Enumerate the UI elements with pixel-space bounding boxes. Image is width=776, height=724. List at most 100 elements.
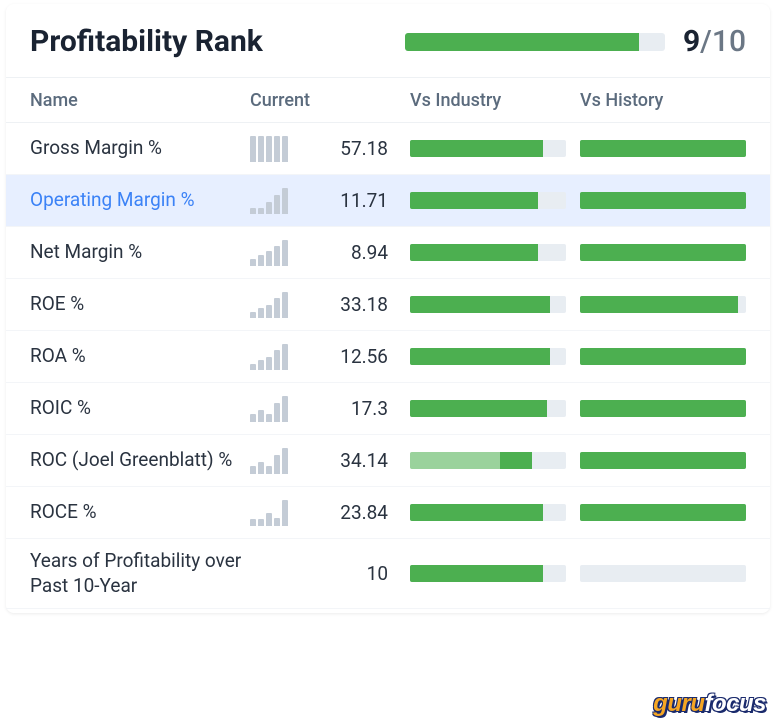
sparkline-icon — [250, 292, 294, 318]
profitability-card: Profitability Rank 9/10 Name Current Vs … — [6, 4, 770, 613]
rank-bar — [405, 33, 665, 51]
col-header-industry[interactable]: Vs Industry — [410, 90, 580, 111]
vs-history-cell — [580, 504, 746, 521]
current-cell: 33.18 — [250, 292, 410, 318]
current-value: 11.71 — [294, 189, 410, 212]
current-value: 17.3 — [294, 397, 410, 420]
vs-industry-bar — [410, 348, 566, 365]
vs-history-bar — [580, 140, 746, 157]
table-row[interactable]: ROE % 33.18 — [6, 279, 770, 331]
metric-name-cell[interactable]: Net Margin % — [30, 240, 250, 265]
metric-name: Net Margin % — [30, 240, 250, 265]
col-header-history[interactable]: Vs History — [580, 90, 746, 111]
current-value: 10 — [294, 562, 410, 585]
metric-name: Gross Margin % — [30, 136, 250, 161]
current-cell: 17.3 — [250, 396, 410, 422]
current-value: 12.56 — [294, 345, 410, 368]
vs-history-cell — [580, 400, 746, 417]
rank-score-max: /10 — [700, 24, 746, 59]
metric-name: ROIC % — [30, 396, 250, 421]
current-cell: 11.71 — [250, 188, 410, 214]
current-value: 34.14 — [294, 449, 410, 472]
vs-history-bar — [580, 192, 746, 209]
metric-name-cell[interactable]: ROCE % — [30, 500, 250, 525]
metric-name: ROC (Joel Greenblatt) % — [30, 448, 250, 473]
metric-name-cell[interactable]: ROA % — [30, 344, 250, 369]
vs-industry-cell — [410, 244, 580, 261]
current-value: 8.94 — [294, 241, 410, 264]
vs-industry-cell — [410, 348, 580, 365]
metric-name: ROA % — [30, 344, 250, 369]
vs-history-bar — [580, 296, 746, 313]
vs-history-bar — [580, 244, 746, 261]
vs-industry-bar — [410, 400, 566, 417]
rank-bar-fill — [405, 33, 639, 51]
current-value: 33.18 — [294, 293, 410, 316]
sparkline-icon — [250, 396, 294, 422]
logo-part1: guru — [653, 690, 704, 717]
vs-industry-cell — [410, 504, 580, 521]
vs-history-cell — [580, 565, 746, 582]
vs-history-cell — [580, 296, 746, 313]
vs-industry-cell — [410, 140, 580, 157]
current-value: 57.18 — [294, 137, 410, 160]
card-header: Profitability Rank 9/10 — [6, 4, 770, 77]
table-row[interactable]: ROC (Joel Greenblatt) % 34.14 — [6, 435, 770, 487]
vs-industry-bar — [410, 452, 566, 469]
current-cell: 8.94 — [250, 240, 410, 266]
vs-industry-bar — [410, 565, 566, 582]
metric-name-cell[interactable]: ROIC % — [30, 396, 250, 421]
metric-name-cell[interactable]: Years of Profitability over Past 10-Year — [30, 549, 250, 598]
table-row[interactable]: ROA % 12.56 — [6, 331, 770, 383]
sparkline-icon — [250, 136, 294, 162]
vs-industry-bar — [410, 504, 566, 521]
vs-history-bar — [580, 400, 746, 417]
current-cell: 10 — [250, 561, 410, 587]
vs-history-bar — [580, 565, 746, 582]
vs-industry-bar — [410, 192, 566, 209]
logo-part2: focus — [704, 690, 766, 717]
sparkline-icon — [250, 448, 294, 474]
table-row[interactable]: ROIC % 17.3 — [6, 383, 770, 435]
vs-industry-bar — [410, 244, 566, 261]
col-header-name[interactable]: Name — [30, 90, 250, 111]
metric-name: ROCE % — [30, 500, 250, 525]
metric-name-cell[interactable]: ROE % — [30, 292, 250, 317]
sparkline-icon — [250, 188, 294, 214]
vs-history-bar — [580, 348, 746, 365]
table-row[interactable]: ROCE % 23.84 — [6, 487, 770, 539]
table-row[interactable]: Net Margin % 8.94 — [6, 227, 770, 279]
vs-history-bar — [580, 452, 746, 469]
current-cell: 23.84 — [250, 500, 410, 526]
metric-name-cell[interactable]: ROC (Joel Greenblatt) % — [30, 448, 250, 473]
vs-industry-cell — [410, 296, 580, 313]
metric-name-cell[interactable]: Operating Margin % — [30, 188, 250, 213]
metric-name: ROE % — [30, 292, 250, 317]
vs-industry-bar — [410, 140, 566, 157]
current-value: 23.84 — [294, 501, 410, 524]
vs-history-cell — [580, 348, 746, 365]
table-row[interactable]: Gross Margin % 57.18 — [6, 123, 770, 175]
table-row[interactable]: Operating Margin % 11.71 — [6, 175, 770, 227]
sparkline-icon — [250, 344, 294, 370]
vs-industry-bar — [410, 296, 566, 313]
table-header-row: Name Current Vs Industry Vs History — [6, 77, 770, 123]
metric-name: Years of Profitability over Past 10-Year — [30, 549, 250, 598]
metric-name-cell[interactable]: Gross Margin % — [30, 136, 250, 161]
vs-history-cell — [580, 192, 746, 209]
metric-name: Operating Margin % — [30, 188, 250, 213]
vs-history-cell — [580, 140, 746, 157]
vs-history-cell — [580, 452, 746, 469]
vs-industry-cell — [410, 192, 580, 209]
vs-industry-cell — [410, 565, 580, 582]
vs-industry-cell — [410, 452, 580, 469]
col-header-current[interactable]: Current — [250, 90, 410, 111]
vs-industry-cell — [410, 400, 580, 417]
vs-history-bar — [580, 504, 746, 521]
current-cell: 34.14 — [250, 448, 410, 474]
current-cell: 12.56 — [250, 344, 410, 370]
rank-score-value: 9 — [683, 24, 700, 59]
card-title: Profitability Rank — [30, 24, 263, 59]
table-row[interactable]: Years of Profitability over Past 10-Year… — [6, 539, 770, 609]
gurufocus-logo: gurufocus — [653, 690, 766, 718]
